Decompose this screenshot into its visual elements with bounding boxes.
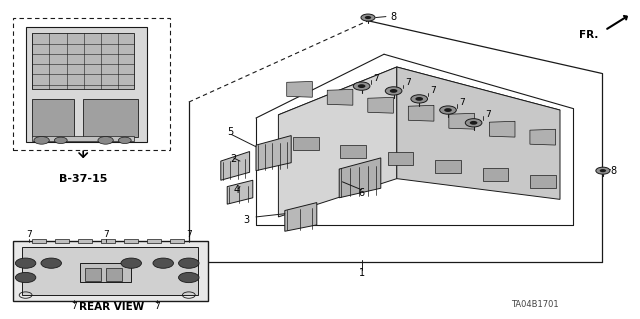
Circle shape xyxy=(179,272,199,283)
Text: 7: 7 xyxy=(485,110,490,119)
Polygon shape xyxy=(285,203,317,231)
Text: 7: 7 xyxy=(154,302,159,311)
Text: 2: 2 xyxy=(230,154,237,165)
Bar xyxy=(170,239,184,243)
Circle shape xyxy=(390,89,397,93)
Circle shape xyxy=(415,97,423,101)
Bar xyxy=(78,239,92,243)
Polygon shape xyxy=(388,152,413,165)
Circle shape xyxy=(470,121,477,125)
Circle shape xyxy=(596,167,610,174)
Bar xyxy=(147,239,161,243)
Circle shape xyxy=(118,137,131,144)
Bar xyxy=(124,239,138,243)
Polygon shape xyxy=(287,81,312,97)
Circle shape xyxy=(34,137,49,144)
Bar xyxy=(55,239,69,243)
Bar xyxy=(22,247,198,295)
Polygon shape xyxy=(293,137,319,150)
Polygon shape xyxy=(483,168,508,181)
Circle shape xyxy=(361,14,375,21)
Text: TA04B1701: TA04B1701 xyxy=(511,300,558,309)
Text: 3: 3 xyxy=(243,215,250,225)
Bar xyxy=(26,27,147,142)
Circle shape xyxy=(411,95,428,103)
Circle shape xyxy=(15,258,36,268)
Text: 7: 7 xyxy=(71,302,76,311)
Polygon shape xyxy=(340,145,366,158)
Polygon shape xyxy=(530,175,556,188)
Polygon shape xyxy=(490,121,515,137)
Polygon shape xyxy=(221,152,250,180)
Polygon shape xyxy=(227,180,253,204)
Text: FR.: FR. xyxy=(579,30,598,40)
Polygon shape xyxy=(530,129,556,145)
Circle shape xyxy=(353,82,370,90)
Text: 6: 6 xyxy=(358,188,365,198)
Bar xyxy=(85,268,101,281)
Text: 7: 7 xyxy=(26,230,31,239)
Polygon shape xyxy=(339,158,381,198)
Text: B-37-15: B-37-15 xyxy=(59,174,108,184)
Bar xyxy=(13,18,170,150)
Text: 7: 7 xyxy=(405,78,410,87)
Text: 8: 8 xyxy=(390,11,397,22)
Polygon shape xyxy=(256,136,291,171)
Polygon shape xyxy=(397,67,560,199)
Text: 8: 8 xyxy=(610,166,616,176)
Bar xyxy=(83,99,138,137)
Polygon shape xyxy=(408,105,434,121)
Bar xyxy=(13,241,208,301)
Circle shape xyxy=(179,258,199,268)
Polygon shape xyxy=(368,97,394,113)
Text: REAR VIEW: REAR VIEW xyxy=(79,302,145,312)
Bar xyxy=(32,99,74,137)
Polygon shape xyxy=(278,67,560,156)
Text: 7: 7 xyxy=(460,98,465,107)
Text: 7: 7 xyxy=(373,74,378,83)
Circle shape xyxy=(54,137,67,144)
Circle shape xyxy=(153,258,173,268)
Bar xyxy=(32,33,134,89)
Circle shape xyxy=(385,87,402,95)
Polygon shape xyxy=(449,113,474,129)
Circle shape xyxy=(358,84,365,88)
Circle shape xyxy=(440,106,456,114)
Circle shape xyxy=(41,258,61,268)
Circle shape xyxy=(600,169,606,172)
Text: 1: 1 xyxy=(358,268,365,278)
Circle shape xyxy=(444,108,452,112)
Text: 5: 5 xyxy=(227,127,234,137)
Circle shape xyxy=(365,16,371,19)
Polygon shape xyxy=(278,67,397,217)
Bar xyxy=(80,263,131,282)
Circle shape xyxy=(121,258,141,268)
Polygon shape xyxy=(435,160,461,173)
Bar xyxy=(106,268,122,281)
Circle shape xyxy=(98,137,113,144)
Circle shape xyxy=(465,119,482,127)
Bar xyxy=(101,239,115,243)
Text: 7: 7 xyxy=(186,230,191,239)
Polygon shape xyxy=(327,89,353,105)
Text: 7: 7 xyxy=(431,86,436,95)
Bar xyxy=(32,239,46,243)
Text: 4: 4 xyxy=(234,185,240,195)
Text: 7: 7 xyxy=(103,230,108,239)
Bar xyxy=(32,136,134,141)
Circle shape xyxy=(15,272,36,283)
